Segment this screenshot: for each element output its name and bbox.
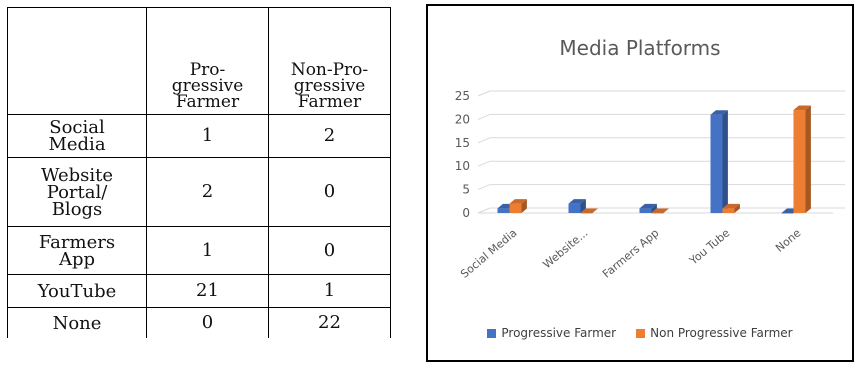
table-header-row: Pro-gressive Farmer Non-Pro-gressive Farme… <box>7 7 391 115</box>
cell-progressive: 21 <box>146 274 269 308</box>
row-label: Social Media <box>7 114 147 158</box>
bar-top <box>793 105 811 111</box>
bar-non-progressive <box>651 213 664 214</box>
bar-side <box>651 203 657 213</box>
bar-top <box>722 203 740 209</box>
legend-label-progressive: Progressive Farmer <box>501 326 617 340</box>
table-row: None 0 22 <box>7 307 391 338</box>
cell-non-progressive: 2 <box>268 114 391 158</box>
bar-non-progressive <box>509 203 522 213</box>
y-tick-label: 0 <box>462 206 470 220</box>
gridline-side <box>477 90 491 97</box>
bar-top <box>710 110 728 115</box>
x-tick-label: Social Media <box>458 226 519 280</box>
table-row: Farmers App 1 0 <box>7 226 391 275</box>
table-header-non-progressive: Non-Pro-gressive Farmer <box>268 7 391 115</box>
bar-non-progressive <box>580 213 593 214</box>
bar-top <box>568 199 586 204</box>
cell-progressive: 1 <box>146 114 269 158</box>
x-tick-label: Website... <box>540 226 590 271</box>
cell-progressive: 1 <box>146 226 269 275</box>
bar-top <box>509 199 527 204</box>
cell-non-progressive: 0 <box>268 226 391 275</box>
chart-title: Media Platforms <box>559 36 721 60</box>
table-header-empty <box>7 7 147 115</box>
chart-plot: 0 5 10 15 20 25 Social Media Website... Farmers … <box>455 89 845 281</box>
gridline-side <box>477 113 491 120</box>
gridline-side <box>477 184 491 191</box>
bar-progressive <box>710 114 723 213</box>
bar-top <box>651 208 669 213</box>
y-tick-label: 15 <box>455 136 470 150</box>
bar-top <box>639 203 657 209</box>
legend-swatch-progressive <box>487 328 497 338</box>
bar-side <box>521 199 527 213</box>
x-tick-label: Farmers App <box>600 226 661 280</box>
y-tick-label: 5 <box>462 183 470 197</box>
bar-side <box>722 110 728 213</box>
chart-legend: Progressive Farmer Non Progressive Farme… <box>428 326 852 340</box>
bar-side <box>580 199 586 213</box>
y-tick-label: 25 <box>455 89 470 103</box>
cell-progressive: 0 <box>146 307 269 338</box>
bar-side <box>805 105 811 213</box>
x-tick-label: You Tube <box>686 226 732 268</box>
row-label: None <box>7 307 147 338</box>
row-label: YouTube <box>7 274 147 308</box>
bar-side <box>734 203 740 213</box>
gridline-side <box>477 160 491 167</box>
legend-label-non-progressive: Non Progressive Farmer <box>650 326 793 340</box>
row-label: Farmers App <box>7 226 147 275</box>
gridline-side <box>477 207 491 214</box>
bar-progressive <box>497 208 510 213</box>
bar-non-progressive <box>722 208 735 213</box>
table-row: Social Media 1 2 <box>7 114 391 158</box>
cell-non-progressive: 22 <box>268 307 391 338</box>
y-tick-label: 10 <box>455 159 470 173</box>
row-label: Website Portal/Blogs <box>7 157 147 227</box>
cell-non-progressive: 1 <box>268 274 391 308</box>
y-tick-label: 20 <box>455 112 470 126</box>
table-row: Website Portal/Blogs 2 0 <box>7 157 391 227</box>
media-platform-table: Pro-gressive Farmer Non-Pro-gressive Farme… <box>7 7 391 338</box>
legend-item-progressive: Progressive Farmer <box>487 326 616 340</box>
media-platforms-chart: Media Platforms 0 5 10 15 20 25 Social Media We… <box>426 4 854 362</box>
bar-progressive <box>639 208 652 213</box>
bar-non-progressive <box>793 110 806 213</box>
bar-progressive <box>781 213 794 214</box>
bar-top <box>580 208 598 213</box>
x-tick-label: None <box>773 226 804 255</box>
table-row: YouTube 21 1 <box>7 274 391 308</box>
cell-progressive: 2 <box>146 157 269 227</box>
cell-non-progressive: 0 <box>268 157 391 227</box>
bar-progressive <box>568 203 581 213</box>
legend-item-non-progressive: Non Progressive Farmer <box>636 326 793 340</box>
table-header-progressive: Pro-gressive Farmer <box>146 7 269 115</box>
legend-swatch-non-progressive <box>636 328 646 338</box>
gridline-side <box>477 137 491 144</box>
